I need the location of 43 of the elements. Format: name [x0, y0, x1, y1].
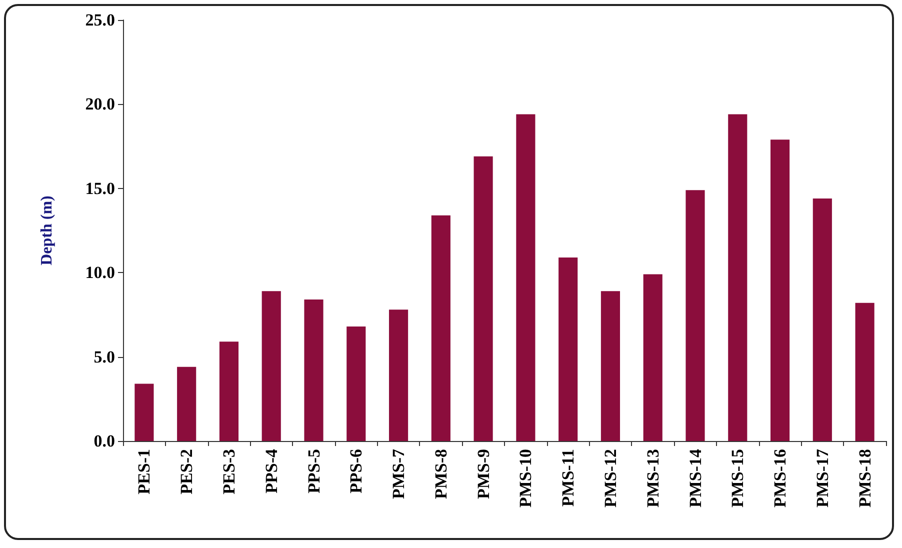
bar: [686, 190, 705, 441]
bar: [558, 257, 578, 441]
y-tick-label: 0.0: [94, 432, 115, 450]
x-tick-label: PMS-16: [770, 449, 790, 508]
bar: [474, 156, 493, 441]
y-tick-label: 25.0: [85, 10, 115, 30]
y-tick-label: 15.0: [85, 178, 115, 198]
y-tick-label: 10.0: [85, 263, 115, 282]
y-axis-title: Depth (m): [38, 196, 56, 266]
x-tick-label: PMS-18: [855, 449, 874, 508]
bar: [812, 198, 832, 441]
x-tick-label: PMS-11: [558, 449, 578, 507]
x-tick-label: PPS-6: [346, 449, 366, 494]
x-tick-label: PMS-15: [728, 449, 748, 508]
bar: [643, 274, 662, 441]
x-tick-label: PMS-9: [474, 449, 493, 500]
x-tick-label: PPS-5: [304, 449, 324, 494]
x-tick-label: PPS-4: [262, 448, 281, 494]
x-tick-label: PMS-7: [389, 448, 408, 500]
bar: [134, 384, 154, 441]
bar: [177, 366, 196, 441]
bar: [770, 140, 790, 441]
bar: [728, 114, 748, 441]
bar: [431, 215, 450, 441]
bar: [304, 300, 324, 441]
y-tick-label: 5.0: [94, 347, 115, 366]
bar: [388, 310, 408, 441]
x-tick-label: PMS-17: [812, 448, 832, 508]
x-tick-label: PES-3: [219, 449, 238, 494]
x-tick-label: PMS-13: [643, 449, 662, 508]
bar: [516, 114, 536, 441]
bar: [262, 291, 281, 441]
x-tick-label: PMS-10: [516, 449, 536, 508]
y-tick-label: 20.0: [85, 94, 115, 114]
bar: [600, 291, 620, 441]
bar: [219, 342, 239, 441]
x-tick-label: PES-2: [177, 449, 196, 494]
x-tick-label: PMS-8: [431, 449, 450, 500]
x-tick-label: PMS-12: [600, 449, 620, 508]
bar: [346, 326, 366, 441]
x-tick-label: PES-1: [134, 449, 154, 494]
x-tick-label: PMS-14: [686, 448, 705, 508]
bar: [855, 302, 874, 441]
